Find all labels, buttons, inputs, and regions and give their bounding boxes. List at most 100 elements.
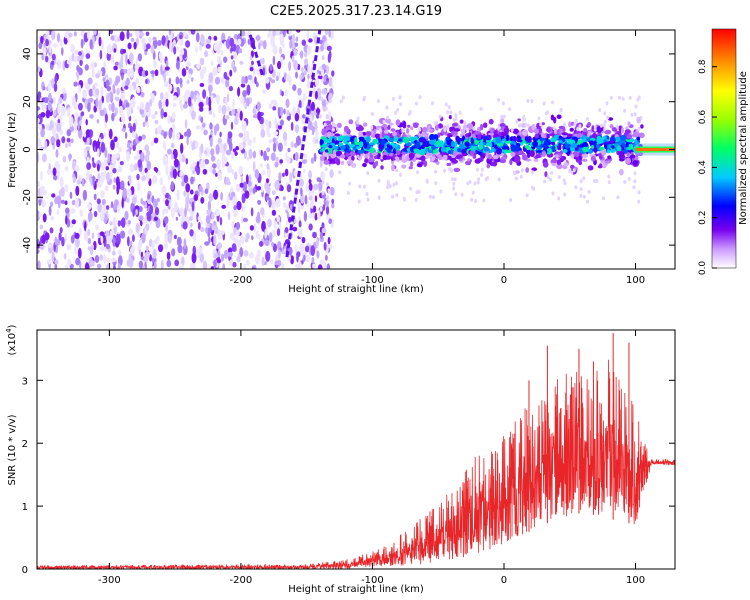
spectrogram-signal-cell xyxy=(486,163,491,169)
spectrogram-signal-cell xyxy=(453,150,457,157)
spectrogram-noise-cell xyxy=(305,254,311,262)
spectrogram-noise-cell xyxy=(215,94,220,103)
spectrogram-noise-cell xyxy=(220,191,224,201)
spectrogram-halo-cell xyxy=(385,185,389,190)
spectrogram-noise-cell xyxy=(64,166,69,172)
spectrogram-noise-cell xyxy=(127,42,132,50)
spectrogram-noise-cell xyxy=(313,205,317,213)
spectrogram-halo-cell xyxy=(509,198,513,202)
spectrogram-noise-cell xyxy=(132,144,136,152)
spectrogram-halo-cell xyxy=(398,95,402,100)
spectrogram-noise-cell xyxy=(51,53,56,61)
spectrogram-noise-cell xyxy=(228,251,234,257)
spectrogram-noise-cell xyxy=(56,139,61,148)
spectrogram-noise-cell xyxy=(186,128,192,138)
spectrogram-noise-cell xyxy=(210,266,215,269)
spectrogram-signal-cell xyxy=(554,154,560,159)
spectrogram-halo-cell xyxy=(477,177,481,182)
spectrogram-noise-cell xyxy=(128,258,134,268)
spectrogram-noise-cell xyxy=(272,142,277,153)
spectrogram-signal-cell xyxy=(569,127,574,132)
spectrogram-noise-cell xyxy=(270,36,274,47)
spectrogram-noise-cell xyxy=(41,54,45,61)
spectrogram-noise-cell xyxy=(83,132,87,138)
spectrogram-noise-cell xyxy=(57,118,61,125)
spectrogram-noise-cell xyxy=(204,50,209,58)
spectrogram-signal-cell xyxy=(358,130,363,138)
spectrogram-noise-cell xyxy=(83,148,88,159)
spectrogram-noise-cell xyxy=(126,188,132,198)
spectrogram-noise-cell xyxy=(173,46,177,55)
spectrogram-noise-cell xyxy=(96,198,101,205)
spectrogram-noise-cell xyxy=(253,223,257,233)
spectrogram-halo-cell xyxy=(470,197,474,202)
spectrogram-signal-cell xyxy=(427,125,431,132)
spectrogram-noise-cell xyxy=(272,229,276,238)
spectrogram-noise-cell xyxy=(153,59,157,69)
snr-y-ticks: 0 1 2 3 xyxy=(22,376,675,576)
spectrogram-noise-cell xyxy=(305,184,310,193)
spectrogram-noise-cell xyxy=(98,99,103,107)
spectrogram-noise-cell xyxy=(186,191,190,203)
spectrogram-noise-cell xyxy=(123,69,128,74)
spectrogram-noise-cell xyxy=(60,199,66,204)
spectrogram-signal-cell xyxy=(417,132,424,137)
spectrogram-signal-cell xyxy=(362,131,367,136)
spectrogram-noise-cell xyxy=(88,257,93,268)
spectrogram-noise-cell xyxy=(314,78,320,87)
spectrogram-noise-cell xyxy=(95,88,100,96)
spectrogram-halo-cell xyxy=(443,168,447,173)
spectrogram-noise-cell xyxy=(217,172,222,181)
spectrogram-signal-cell xyxy=(570,164,575,169)
snr-series xyxy=(37,333,675,569)
spectrogram-signal-cell xyxy=(469,150,474,156)
spectrogram-signal-cell xyxy=(391,143,398,148)
spectrogram-signal-cell xyxy=(346,160,354,165)
spectrogram-halo-cell xyxy=(607,174,611,179)
spectrogram-noise-cell xyxy=(199,82,205,88)
spectrogram-noise-cell xyxy=(87,203,92,210)
spectrogram-noise-cell xyxy=(237,239,242,248)
spectrogram-halo-cell xyxy=(387,181,390,186)
spectrogram-noise-cell xyxy=(262,89,267,95)
spectrogram-noise-cell xyxy=(104,113,108,123)
spectrogram-noise-cell xyxy=(235,222,241,230)
spectrogram-noise-cell xyxy=(189,215,193,222)
spectrogram-noise-cell xyxy=(276,215,280,223)
spectrogram-noise-cell xyxy=(283,108,286,115)
spectrogram-noise-cell xyxy=(37,66,41,73)
spectrogram-noise-cell xyxy=(285,98,290,109)
spectrogram-noise-cell xyxy=(40,112,46,118)
spectrogram-y-tick-label: 40 xyxy=(22,48,33,61)
spectrogram-signal-cell xyxy=(372,138,377,144)
spectrogram-noise-cell xyxy=(102,77,107,83)
spectrogram-noise-cell xyxy=(313,152,317,162)
spectrogram-noise-cell xyxy=(61,136,66,144)
spectrogram-noise-cell xyxy=(231,243,237,252)
spectrogram-noise-cell xyxy=(56,122,62,133)
colorbar-tick-label: 0.4 xyxy=(698,160,708,175)
spectrogram-noise-cell xyxy=(159,177,163,186)
spectrogram-noise-cell xyxy=(137,181,141,192)
spectrogram-halo-cell xyxy=(323,122,327,127)
spectrogram-noise-cell xyxy=(141,134,146,140)
spectrogram-halo-cell xyxy=(585,117,589,122)
spectrogram-signal-cell xyxy=(606,149,611,154)
spectrogram-halo-cell xyxy=(607,180,611,185)
spectrogram-noise-cell xyxy=(294,151,299,162)
spectrogram-halo-cell xyxy=(320,97,324,102)
spectrogram-noise-cell xyxy=(114,80,119,86)
spectrogram-signal-cell xyxy=(601,149,607,156)
spectrogram-signal-cell xyxy=(512,135,517,143)
spectrogram-noise-cell xyxy=(59,176,64,188)
spectrogram-noise-cell xyxy=(234,151,238,157)
spectrogram-y-ticks: -40 -20 0 20 40 xyxy=(22,48,675,253)
spectrogram-noise-cell xyxy=(282,196,286,201)
snr-panel: -300 -200 -100 0 100 0 1 2 3 Height of straight… xyxy=(5,324,676,595)
spectrogram-signal-cell xyxy=(438,140,444,148)
spectrogram-noise-cell xyxy=(96,119,100,124)
spectrogram-noise-cell xyxy=(260,124,265,129)
spectrogram-noise-cell xyxy=(317,75,323,80)
spectrogram-noise-cell xyxy=(114,34,118,43)
spectrogram-noise-cell xyxy=(126,151,130,162)
